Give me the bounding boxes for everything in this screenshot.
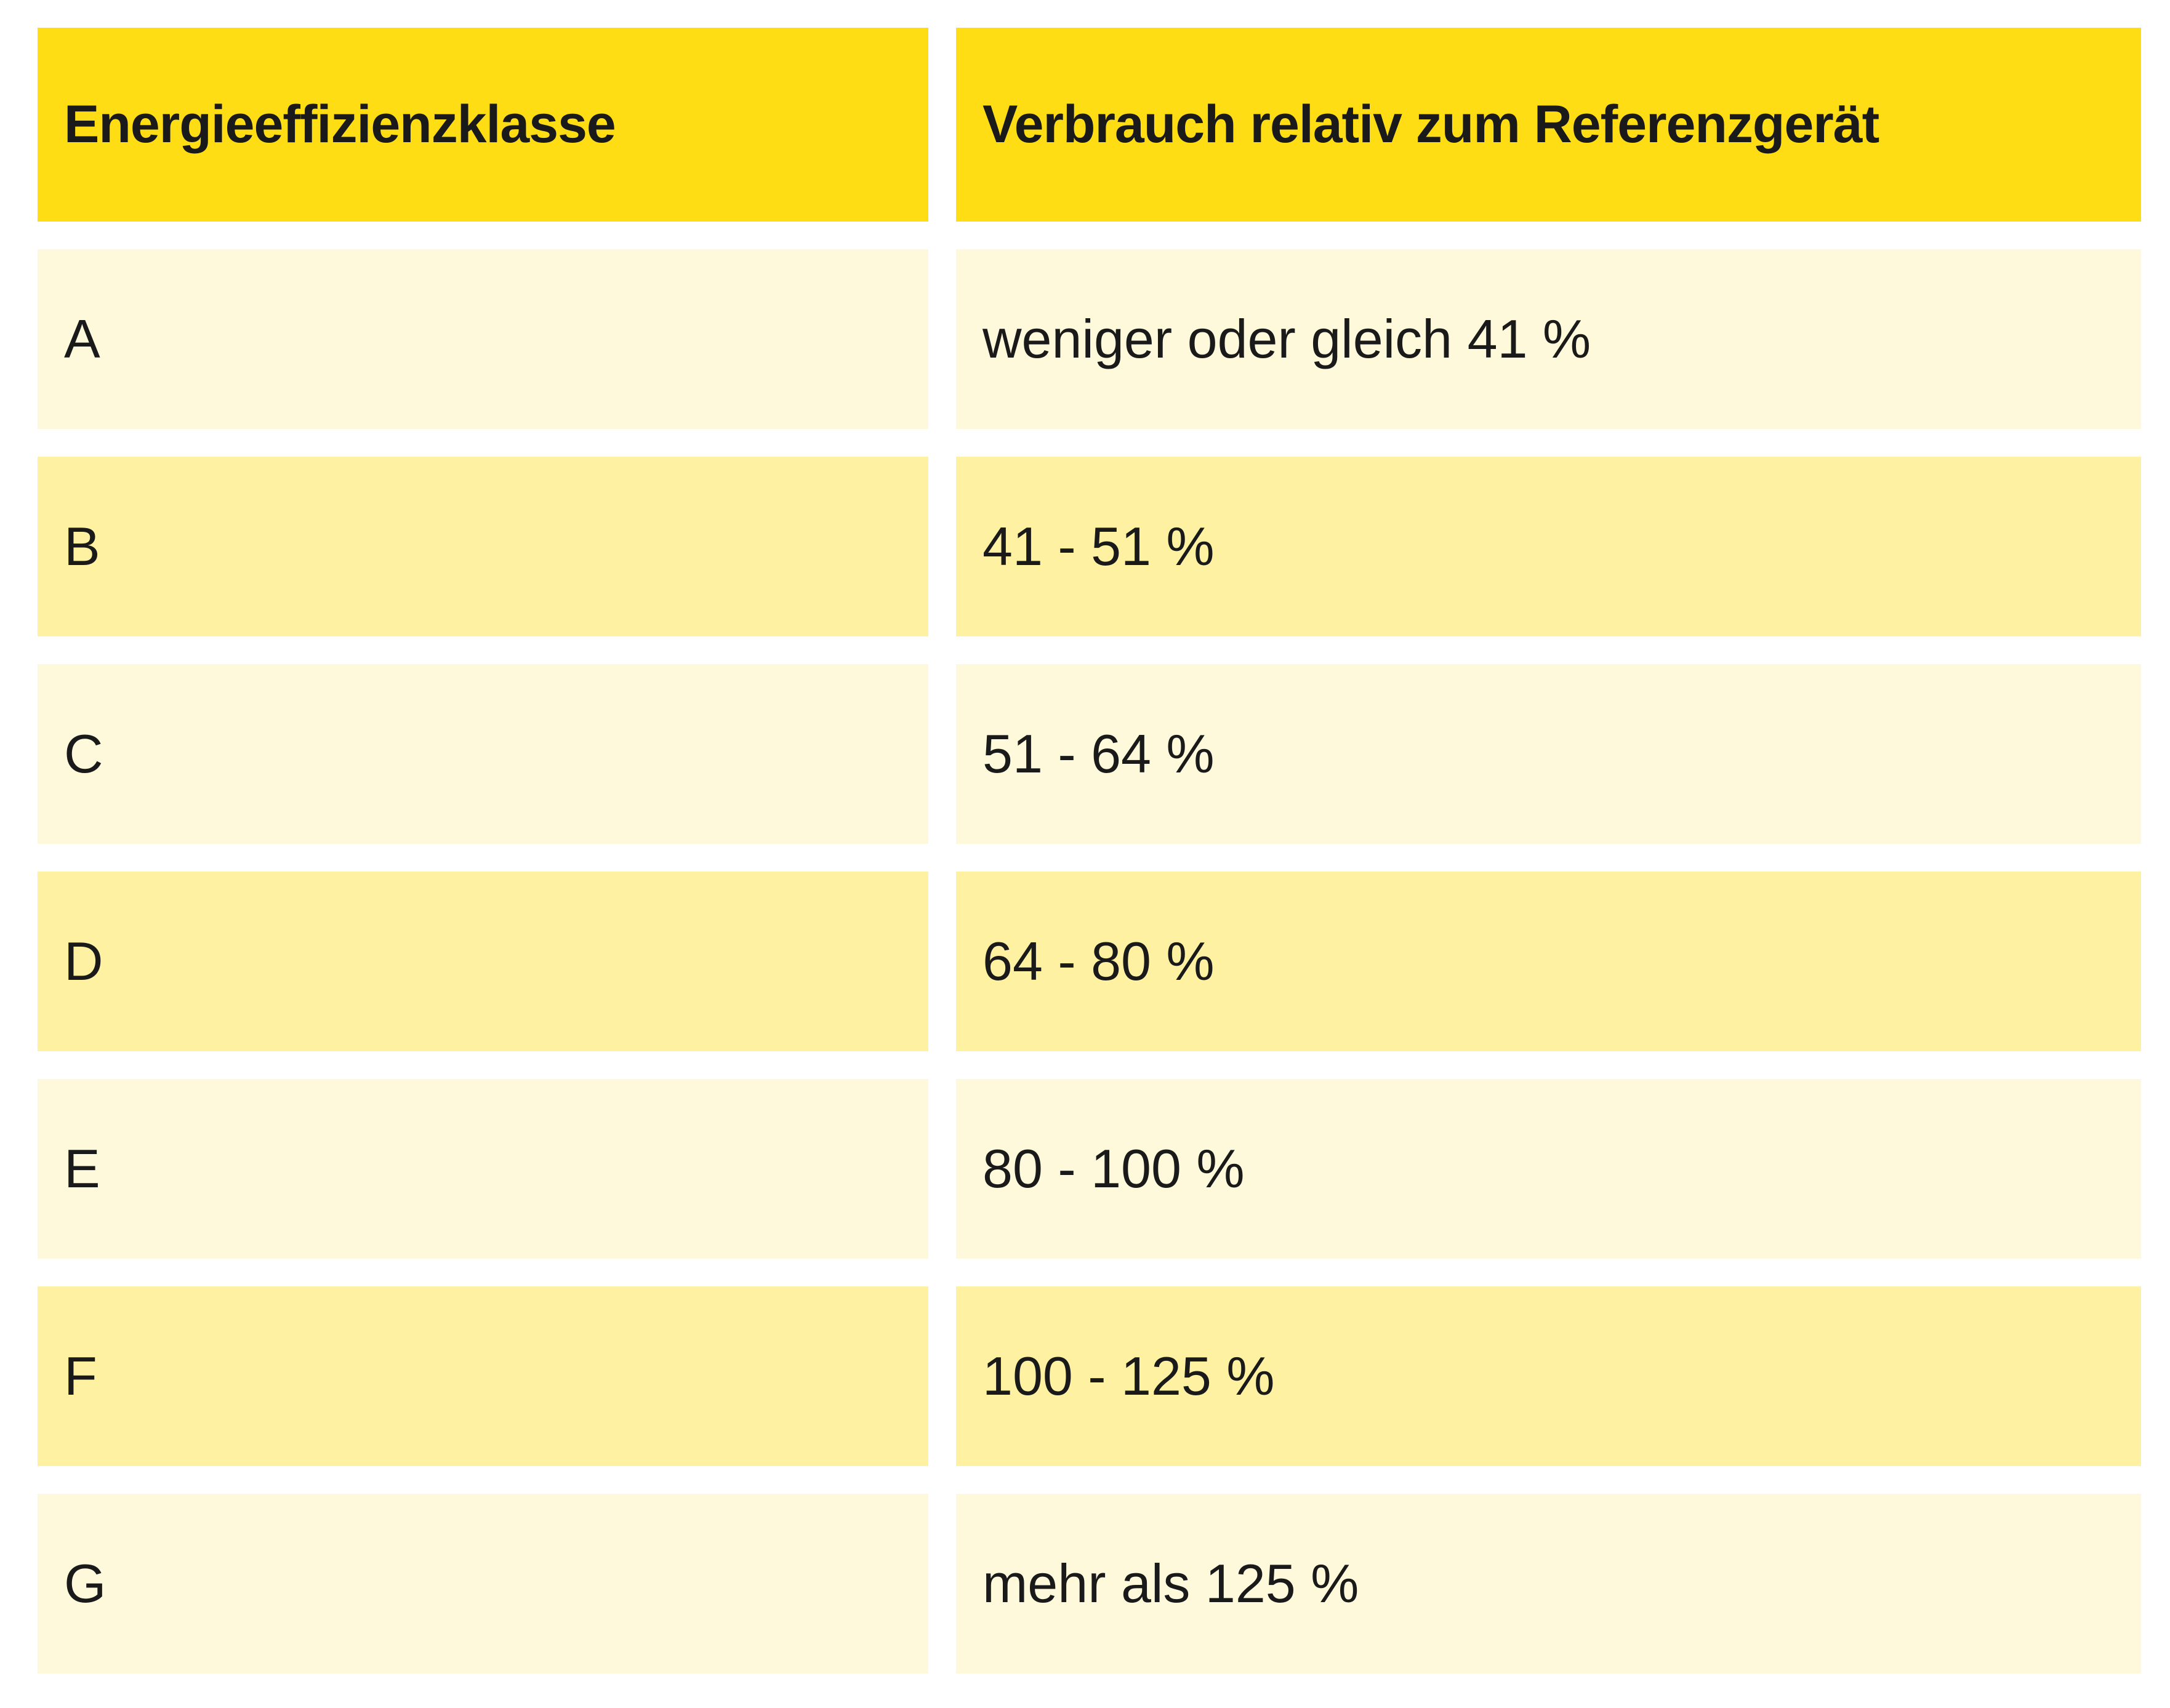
table-cell: 64 - 80 %	[956, 872, 2141, 1051]
table-cell: C	[38, 664, 928, 844]
header-cell: Energieeffizienzklasse	[38, 28, 928, 222]
table-cell: mehr als 125 %	[956, 1494, 2141, 1674]
header-cell: Verbrauch relativ zum Referenzgerät	[956, 28, 2141, 222]
table-cell: E	[38, 1079, 928, 1259]
table-cell: D	[38, 872, 928, 1051]
table-cell: G	[38, 1494, 928, 1674]
table-cell: 51 - 64 %	[956, 664, 2141, 844]
table-cell: 41 - 51 %	[956, 457, 2141, 636]
table-cell: weniger oder gleich 41 %	[956, 249, 2141, 429]
table-cell: F	[38, 1286, 928, 1466]
table-cell: A	[38, 249, 928, 429]
table-cell: B	[38, 457, 928, 636]
table-cell: 80 - 100 %	[956, 1079, 2141, 1259]
table-cell: 100 - 125 %	[956, 1286, 2141, 1466]
